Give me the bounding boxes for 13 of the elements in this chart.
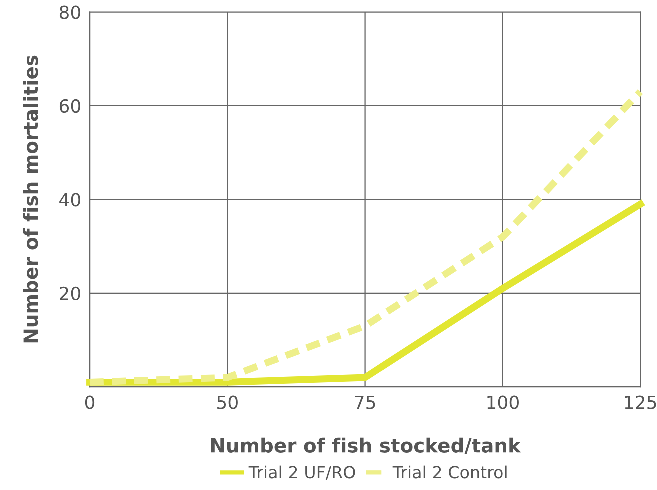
x-tick-label: 50 [218,396,238,410]
y-axis-title: Number of fish mortalities [23,56,38,343]
y-tick-label: 40 [60,193,80,207]
x-tick-label: 75 [355,396,376,410]
x-tick-label: 125 [625,396,656,410]
x-axis-title: Number of fish stocked/tank [211,438,522,454]
y-tick-label: 20 [60,286,80,301]
y-tick-label: 60 [60,99,80,114]
x-tick-label: 0 [85,396,95,410]
x-tick-label: 100 [488,396,519,410]
legend-label: Trial 2 UF/RO [248,466,356,480]
y-tick-label: 80 [60,6,80,20]
legend-label: Trial 2 Control [392,466,507,479]
